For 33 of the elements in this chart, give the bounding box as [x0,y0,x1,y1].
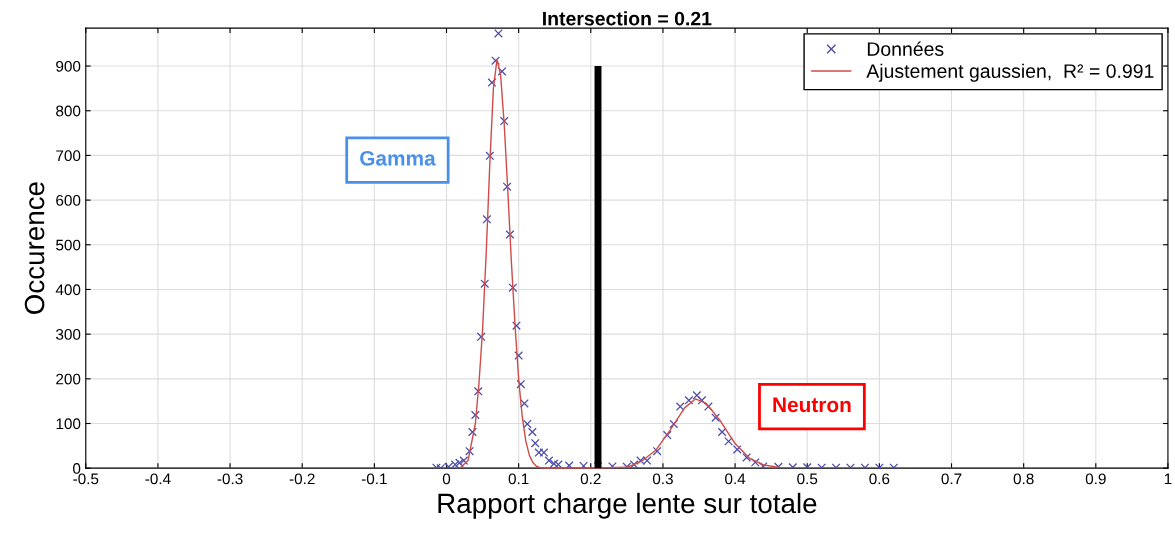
legend-label: Ajustement gaussien, R² = 0.991 [866,63,1154,82]
y-tick-label: 900 [56,60,81,72]
x-tick-label: -0.5 [73,473,99,485]
x-tick-label: 0.3 [652,473,673,485]
y-tick-label: 500 [56,239,81,251]
annotation: Neutron [773,397,851,413]
x-tick-label: 0.7 [941,473,962,485]
x-tick-label: 1 [1164,473,1172,485]
x-tick-label: -0.2 [289,473,315,485]
y-tick-label: 0 [73,463,81,474]
y-tick-label: 800 [56,105,81,117]
y-tick-label: 300 [56,329,81,340]
x-tick-label: -0.4 [145,473,171,485]
y-axis-title: Occurence [24,182,45,314]
y-tick-label: 600 [56,194,81,206]
x-axis-title: Rapport charge lente sur totale [438,492,817,519]
x-tick-label: 0.4 [725,473,746,485]
x-tick-label: 0.6 [869,473,890,485]
y-tick-label: 200 [56,373,81,385]
x-tick-label: 0.5 [797,473,818,485]
x-tick-label: 0.2 [580,473,601,485]
x-tick-label: 0.9 [1085,473,1106,485]
x-tick-label: 0 [442,473,451,485]
y-tick-label: 100 [56,418,81,430]
x-tick-label: 0.1 [508,473,529,485]
x-tick-label: 0.8 [1013,473,1034,485]
x-tick-label: -0.3 [217,473,243,485]
annotation: Gamma [360,150,436,166]
chart-title: Intersection = 0.21 [543,11,712,26]
x-tick-label: -0.1 [361,473,387,485]
y-tick-label: 400 [55,284,81,296]
y-tick-label: 700 [56,150,81,162]
legend-label: Données [867,41,944,56]
